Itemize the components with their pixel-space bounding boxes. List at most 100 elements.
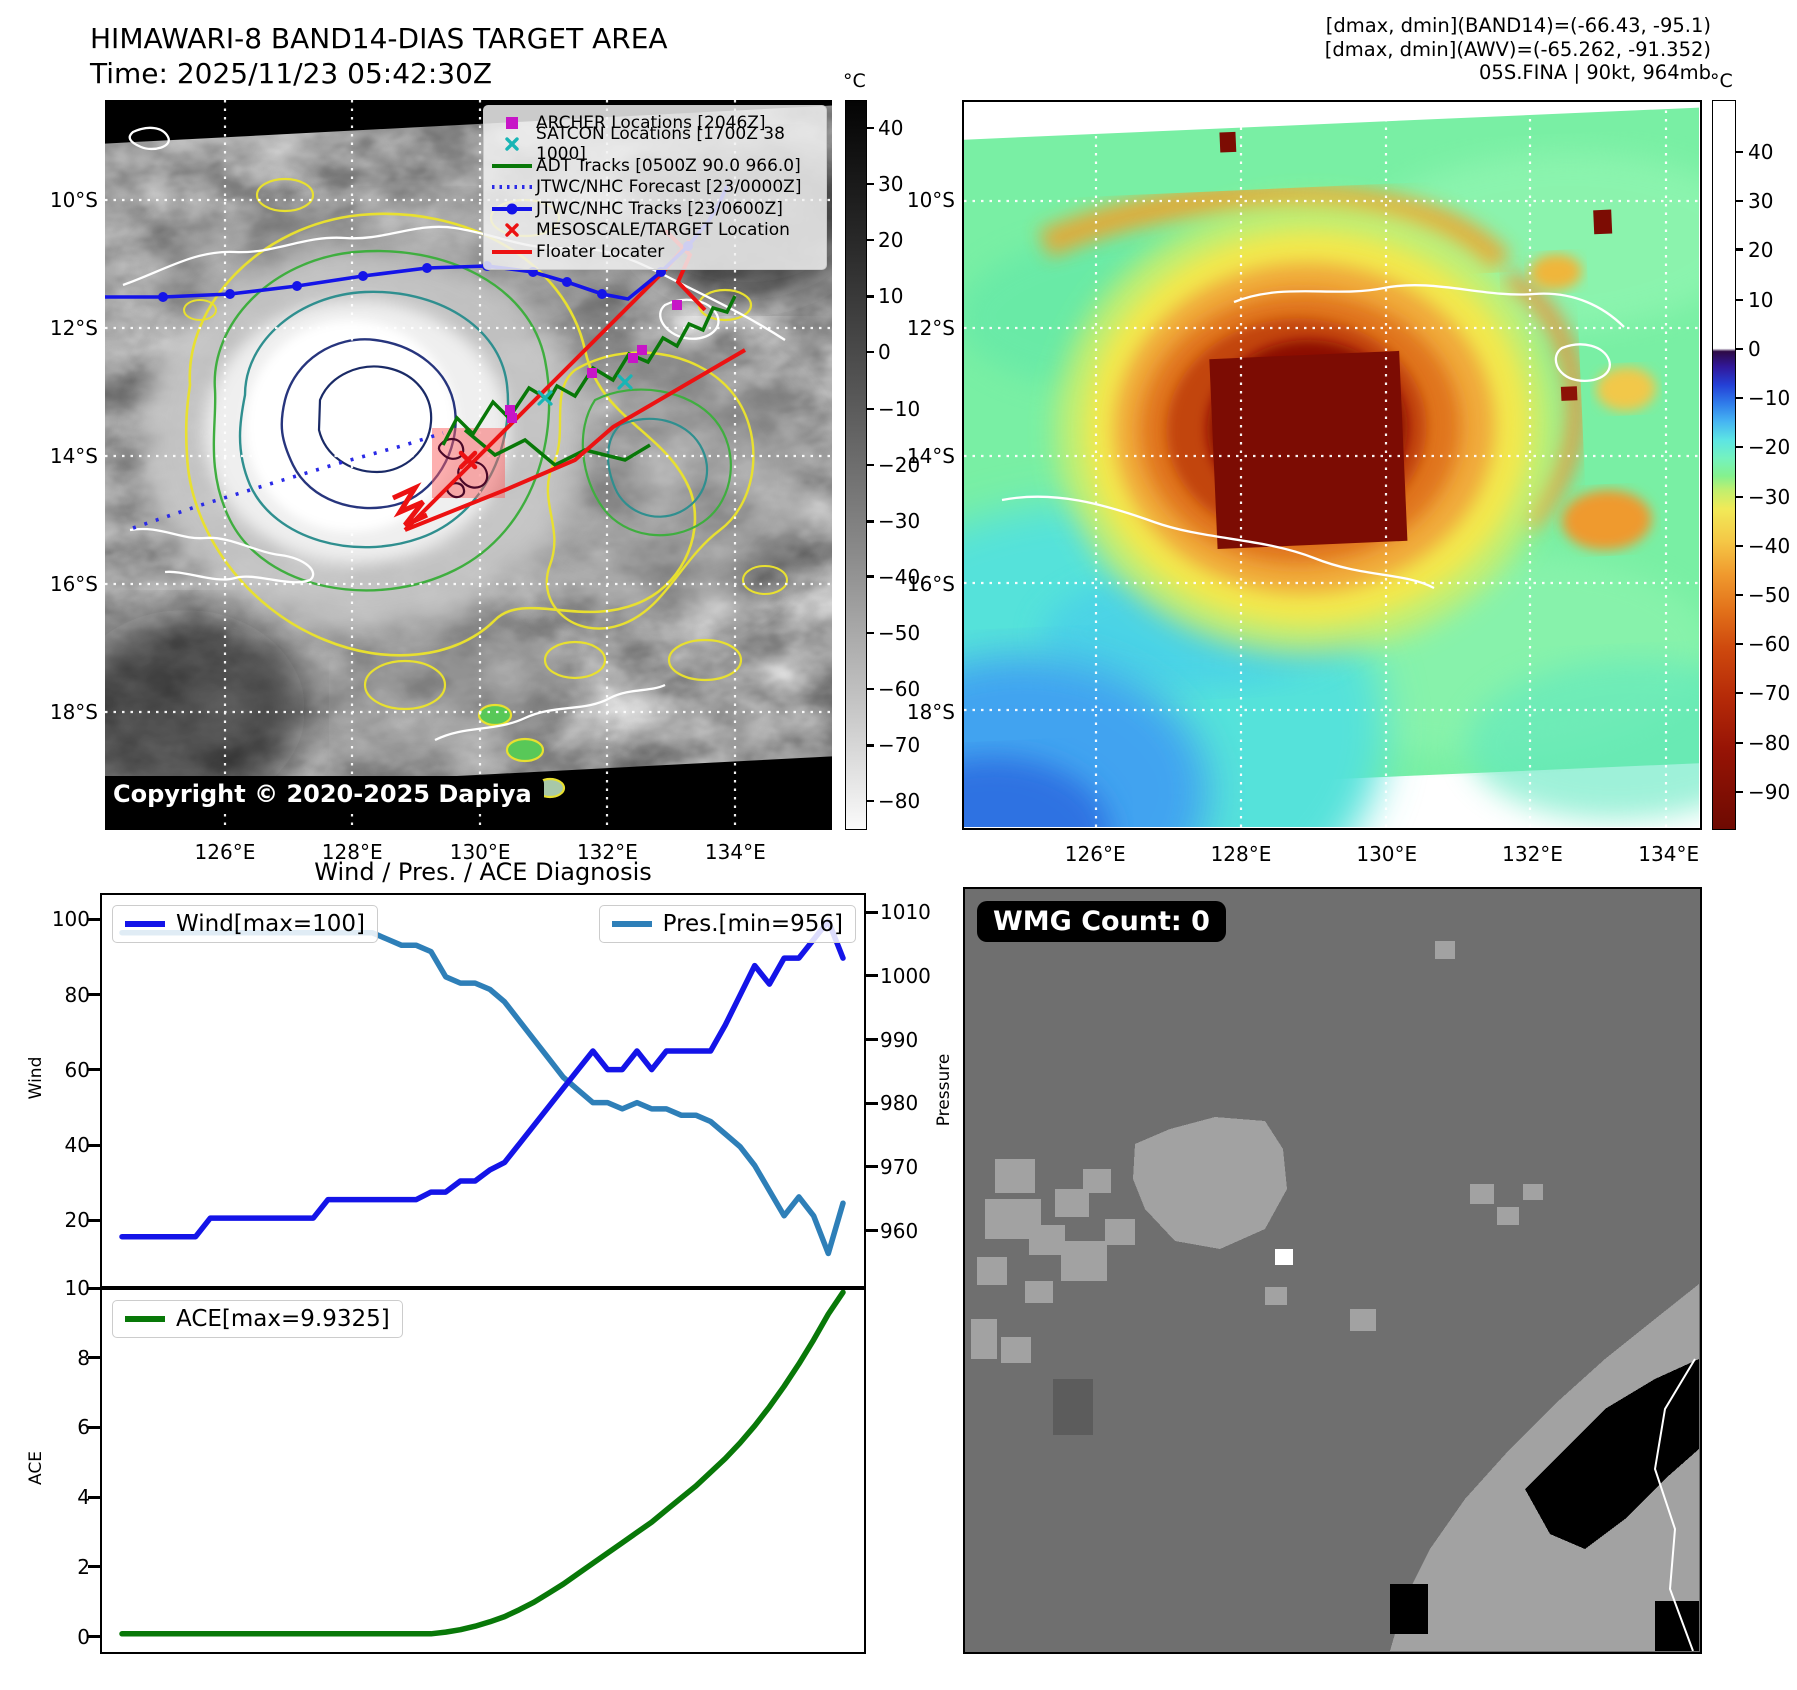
map-legend-item: ARCHER Locations [2046Z] xyxy=(488,112,818,134)
ace-chart: ACE[max=9.9325] xyxy=(100,1288,866,1654)
tick-mark xyxy=(867,295,874,298)
map-legend-label: JTWC/NHC Forecast [23/0000Z] xyxy=(536,177,802,198)
wmg-coastline xyxy=(1653,1358,1696,1651)
ace-ytick: 10 xyxy=(64,1276,90,1300)
band14-colorbar-tick: −30 xyxy=(878,509,921,534)
awv-colorbar-tick: −60 xyxy=(1748,631,1791,656)
awv-colorbar-tick: −50 xyxy=(1748,582,1791,607)
awv-colorbar-tick: −40 xyxy=(1748,534,1791,559)
band14-colorbar-tick: −20 xyxy=(878,453,921,477)
band14-colorbar-tick: −80 xyxy=(878,788,921,813)
tick-mark xyxy=(867,744,874,747)
pressure-ytick: 1010 xyxy=(880,900,931,925)
copyright-badge: Copyright © 2020-2025 Dapiya xyxy=(105,776,544,814)
wmg-white-cell xyxy=(1275,1249,1293,1265)
pressure-ytick: 1000 xyxy=(880,963,931,988)
tick-mark xyxy=(88,1495,100,1499)
awv-colorbar xyxy=(1712,100,1736,830)
map2-ytick: 12°S xyxy=(906,315,955,340)
contour-green xyxy=(212,249,551,592)
tick-mark xyxy=(866,1101,878,1105)
awv-colorbar-tick: −30 xyxy=(1748,485,1791,510)
tick-mark xyxy=(867,182,874,186)
map-legend-item: MESOSCALE/TARGET Location xyxy=(488,220,818,242)
tick-mark xyxy=(1736,593,1743,597)
ace-legend-label: ACE[max=9.9325] xyxy=(176,1306,390,1332)
map-legend-marker xyxy=(488,114,536,132)
tick-mark xyxy=(1736,642,1743,646)
tick-mark xyxy=(867,407,874,411)
pressure-legend-swatch xyxy=(611,921,652,927)
tick-mark xyxy=(867,687,874,691)
ace-axis-label: ACE xyxy=(26,1451,46,1485)
dmax-dmin-band14: [dmax, dmin](BAND14)=(-66.43, -95.1) xyxy=(1325,14,1711,37)
map2-xtick: 134°E xyxy=(1638,842,1700,866)
wind-ytick: 100 xyxy=(51,907,90,932)
tick-mark xyxy=(866,1229,878,1233)
tick-mark xyxy=(1736,445,1743,449)
map-legend-marker xyxy=(488,200,536,218)
map-legend-item: JTWC/NHC Forecast [23/0000Z] xyxy=(488,177,818,199)
map-legend-marker xyxy=(488,178,536,196)
awv-map-graphic xyxy=(964,102,1699,827)
line-legend-marker xyxy=(492,249,532,254)
map-legend-marker xyxy=(488,135,536,153)
tick-mark xyxy=(867,575,874,578)
map1-ytick: 14°S xyxy=(49,444,98,469)
pressure-legend: Pres.[min=956] xyxy=(598,905,856,943)
adt-track xyxy=(441,295,737,468)
wind-ytick: 80 xyxy=(64,982,90,1007)
tick-mark xyxy=(88,1286,100,1290)
map1-xtick: 128°E xyxy=(321,840,383,864)
awv-colorbar-tick: −70 xyxy=(1748,680,1791,705)
band14-colorbar-tick: −10 xyxy=(878,396,921,421)
tick-mark xyxy=(88,1143,100,1147)
ace-ytick: 2 xyxy=(77,1554,90,1579)
tick-mark xyxy=(1736,199,1743,203)
tick-mark xyxy=(1736,298,1743,302)
tick-mark xyxy=(1736,495,1743,499)
band14-colorbar-tick: −70 xyxy=(878,733,921,758)
map-legend-label: MESOSCALE/TARGET Location xyxy=(536,220,790,241)
band14-satellite-map: ARCHER Locations [2046Z] SATCON Locations… xyxy=(105,100,832,830)
contour-navy-inner xyxy=(317,365,433,474)
awv-colorbar-tick: 10 xyxy=(1748,288,1774,313)
tick-mark xyxy=(866,910,878,914)
header-right: [dmax, dmin](BAND14)=(-66.43, -95.1) [dm… xyxy=(1325,14,1711,85)
awv-colorbar-tick: 40 xyxy=(1748,139,1774,164)
tick-mark xyxy=(867,126,874,130)
tick-mark xyxy=(866,974,878,978)
band14-colorbar-tick: 10 xyxy=(878,284,904,309)
map1-ytick: 12°S xyxy=(49,315,98,340)
band14-colorbar-tick: 40 xyxy=(878,116,904,141)
band14-time: Time: 2025/11/23 05:42:30Z xyxy=(90,57,493,90)
map-legend-label: Floater Locater xyxy=(536,241,665,262)
map2-ytick: 18°S xyxy=(906,699,955,724)
line-dot-legend-marker xyxy=(492,203,532,215)
dotted-legend-marker xyxy=(492,185,532,190)
tick-mark xyxy=(88,1068,100,1072)
map2-xtick: 130°E xyxy=(1356,842,1418,866)
map-legend-label: SATCON Locations [1700Z 38 1000] xyxy=(536,124,785,165)
band14-colorbar-tick: 20 xyxy=(878,228,904,253)
awv-satellite-map xyxy=(962,100,1702,830)
map2-ytick: 10°S xyxy=(906,188,955,212)
square-legend-marker xyxy=(506,116,518,129)
map-legend-marker xyxy=(488,221,536,239)
awv-colorbar-tick: −80 xyxy=(1748,731,1791,756)
diagnosis-title: Wind / Pres. / ACE Diagnosis xyxy=(314,858,652,886)
tick-mark xyxy=(867,350,874,354)
tick-mark xyxy=(867,238,874,242)
ace-ytick: 4 xyxy=(77,1485,90,1510)
pressure-ytick: 980 xyxy=(880,1091,919,1116)
map-legend-label: ARCHER Locations [2046Z] xyxy=(536,112,766,133)
tick-mark xyxy=(867,631,874,635)
pressure-ytick: 990 xyxy=(880,1027,919,1052)
tick-mark xyxy=(88,1635,100,1639)
map-legend-label: ADT Tracks [0500Z 90.0 966.0] xyxy=(536,155,801,176)
pressure-legend-label: Pres.[min=956] xyxy=(662,911,843,937)
map2-xtick: 126°E xyxy=(1064,842,1126,866)
wind-legend-label: Wind[max=100] xyxy=(176,911,366,937)
awv-colorbar-tick: −10 xyxy=(1748,385,1791,410)
tick-mark xyxy=(866,1038,878,1042)
